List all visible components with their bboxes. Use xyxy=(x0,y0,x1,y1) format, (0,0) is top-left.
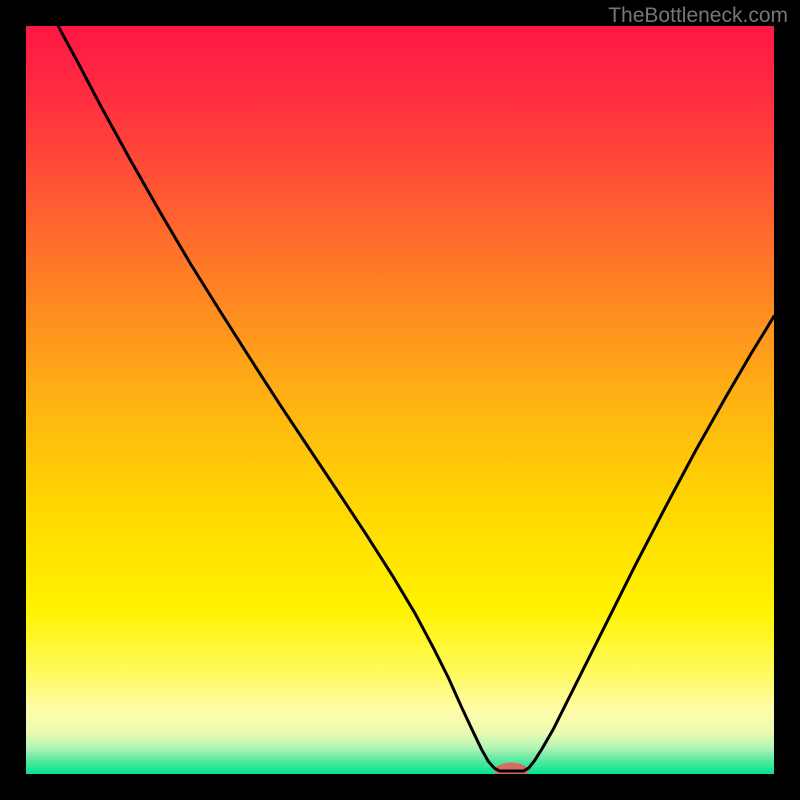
chart-frame: TheBottleneck.com xyxy=(0,0,800,800)
gradient-background xyxy=(26,26,774,774)
watermark-text: TheBottleneck.com xyxy=(608,4,788,28)
chart-svg xyxy=(26,26,774,774)
bottleneck-curve-chart xyxy=(26,26,774,774)
